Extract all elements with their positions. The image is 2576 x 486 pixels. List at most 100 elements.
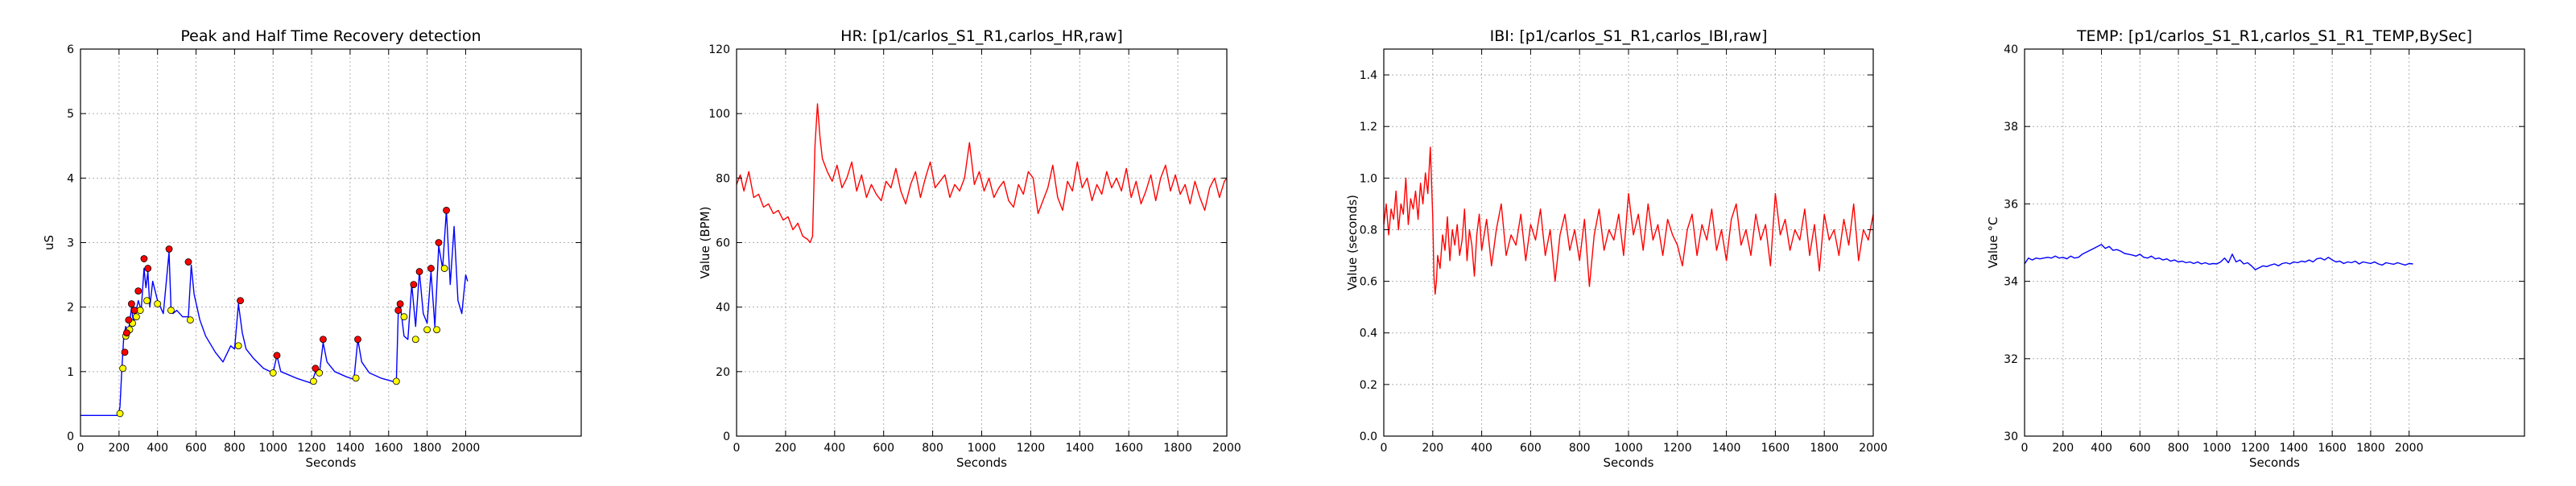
recovery-point: [186, 316, 194, 324]
x-tick-label: 1800: [1163, 442, 1192, 455]
x-tick-label: 2000: [2395, 442, 2424, 455]
chart-title: TEMP: [p1/carlos_S1_R1,carlos_S1_R1_TEMP…: [2076, 27, 2472, 45]
x-tick-label: 1200: [2241, 442, 2270, 455]
x-tick-label: 0: [77, 442, 85, 455]
x-tick-label: 0: [1381, 442, 1388, 455]
peak-point: [130, 307, 138, 315]
y-tick-label: 1: [67, 366, 74, 379]
recovery-point: [352, 374, 360, 382]
x-tick-label: 600: [2129, 442, 2151, 455]
x-tick-label: 600: [185, 442, 207, 455]
chart-title: IBI: [p1/carlos_S1_R1,carlos_IBI,raw]: [1490, 27, 1768, 45]
x-tick-label: 1400: [2280, 442, 2309, 455]
x-tick-label: 1400: [1712, 442, 1741, 455]
peak-point: [312, 364, 320, 373]
y-tick-label: 2: [67, 302, 74, 315]
x-tick-label: 1200: [1663, 442, 1692, 455]
recovery-point: [310, 377, 317, 385]
y-tick-label: 0: [723, 430, 730, 443]
y-tick-label: 20: [716, 366, 730, 379]
x-tick-label: 1600: [2318, 442, 2347, 455]
y-tick-label: 0.2: [1360, 379, 1377, 392]
y-tick-label: 0: [67, 430, 74, 443]
series-line: [736, 103, 1228, 244]
x-tick-label: 800: [922, 442, 943, 455]
x-tick-label: 1600: [1761, 442, 1790, 455]
x-tick-label: 1800: [413, 442, 442, 455]
peak-point: [410, 281, 418, 289]
x-tick-label: 2000: [452, 442, 481, 455]
peak-point: [134, 287, 142, 295]
subplot-3: 0 200 400 600 800 1000 1200 1400 1600 1800 2000 0.0…: [1345, 27, 1888, 470]
y-axis-label: Value (seconds): [1345, 195, 1360, 290]
x-tick-label: 1400: [1065, 442, 1094, 455]
peak-point: [125, 316, 133, 324]
recovery-point: [392, 377, 400, 385]
y-tick-label: 120: [708, 43, 730, 56]
y-tick-label: 34: [2004, 276, 2018, 289]
peak-point: [396, 300, 404, 308]
y-axis-label: Value °C: [1986, 217, 2000, 269]
recovery-point: [400, 313, 408, 321]
x-tick-label: 800: [2168, 442, 2190, 455]
y-tick-label: 4: [67, 172, 74, 185]
recovery-point: [116, 410, 124, 418]
recovery-point: [119, 364, 127, 373]
y-tick-label: 38: [2004, 121, 2018, 134]
y-tick-label: 80: [716, 172, 730, 185]
peak-point: [140, 255, 148, 262]
recovery-point: [423, 326, 431, 334]
x-axis-label: Seconds: [305, 455, 356, 470]
subplot-1: 0 200 400 600 800 1000 1200 1400 1600 1800 2000 0 1 2…: [42, 27, 582, 470]
recovery-point: [132, 313, 140, 321]
subplot-2: 0 200 400 600 800 1000 1200 1400 1600 1800 2000 0 20…: [698, 27, 1241, 470]
x-tick-label: 0: [733, 442, 741, 455]
y-tick-label: 60: [716, 237, 730, 250]
x-tick-label: 800: [224, 442, 246, 455]
y-tick-label: 6: [67, 43, 74, 56]
recovery-point: [234, 342, 242, 350]
x-tick-label: 200: [1422, 442, 1443, 455]
x-tick-label: 200: [108, 442, 130, 455]
peak-point: [415, 268, 423, 275]
recovery-point: [411, 336, 419, 344]
peak-point: [123, 329, 130, 337]
x-tick-label: 400: [2091, 442, 2112, 455]
peak-point: [394, 307, 402, 315]
x-tick-label: 1000: [1614, 442, 1643, 455]
x-axis-label: Seconds: [1603, 455, 1653, 470]
x-tick-label: 1000: [2202, 442, 2231, 455]
y-axis-label: Value (BPM): [698, 207, 712, 279]
x-tick-label: 1200: [297, 442, 326, 455]
y-tick-label: 32: [2004, 353, 2018, 366]
y-tick-label: 0.6: [1360, 276, 1377, 289]
recovery-point: [154, 300, 162, 308]
x-tick-label: 1600: [374, 442, 403, 455]
y-tick-label: 40: [2004, 43, 2018, 56]
chart-title: HR: [p1/carlos_S1_R1,carlos_HR,raw]: [840, 27, 1123, 45]
x-axis-label: Seconds: [2249, 455, 2300, 470]
y-tick-label: 1.4: [1360, 69, 1377, 82]
peak-point: [273, 352, 281, 360]
x-tick-label: 400: [147, 442, 168, 455]
plot-frame: [2024, 48, 2525, 437]
x-tick-label: 600: [1520, 442, 1542, 455]
recovery-point: [143, 297, 151, 305]
x-tick-label: 400: [1471, 442, 1492, 455]
peak-point: [443, 207, 450, 214]
x-tick-label: 2000: [1212, 442, 1241, 455]
y-tick-label: 3: [67, 237, 74, 250]
y-tick-label: 36: [2004, 198, 2018, 211]
y-tick-label: 0.4: [1360, 327, 1377, 340]
peak-point: [237, 297, 244, 305]
x-tick-label: 1000: [258, 442, 287, 455]
y-tick-label: 40: [716, 302, 730, 315]
x-tick-label: 200: [2052, 442, 2074, 455]
y-tick-label: 0.0: [1360, 430, 1377, 443]
peak-point: [144, 265, 152, 272]
x-tick-label: 2000: [1859, 442, 1888, 455]
x-axis-label: Seconds: [956, 455, 1007, 470]
x-tick-label: 1800: [1810, 442, 1839, 455]
